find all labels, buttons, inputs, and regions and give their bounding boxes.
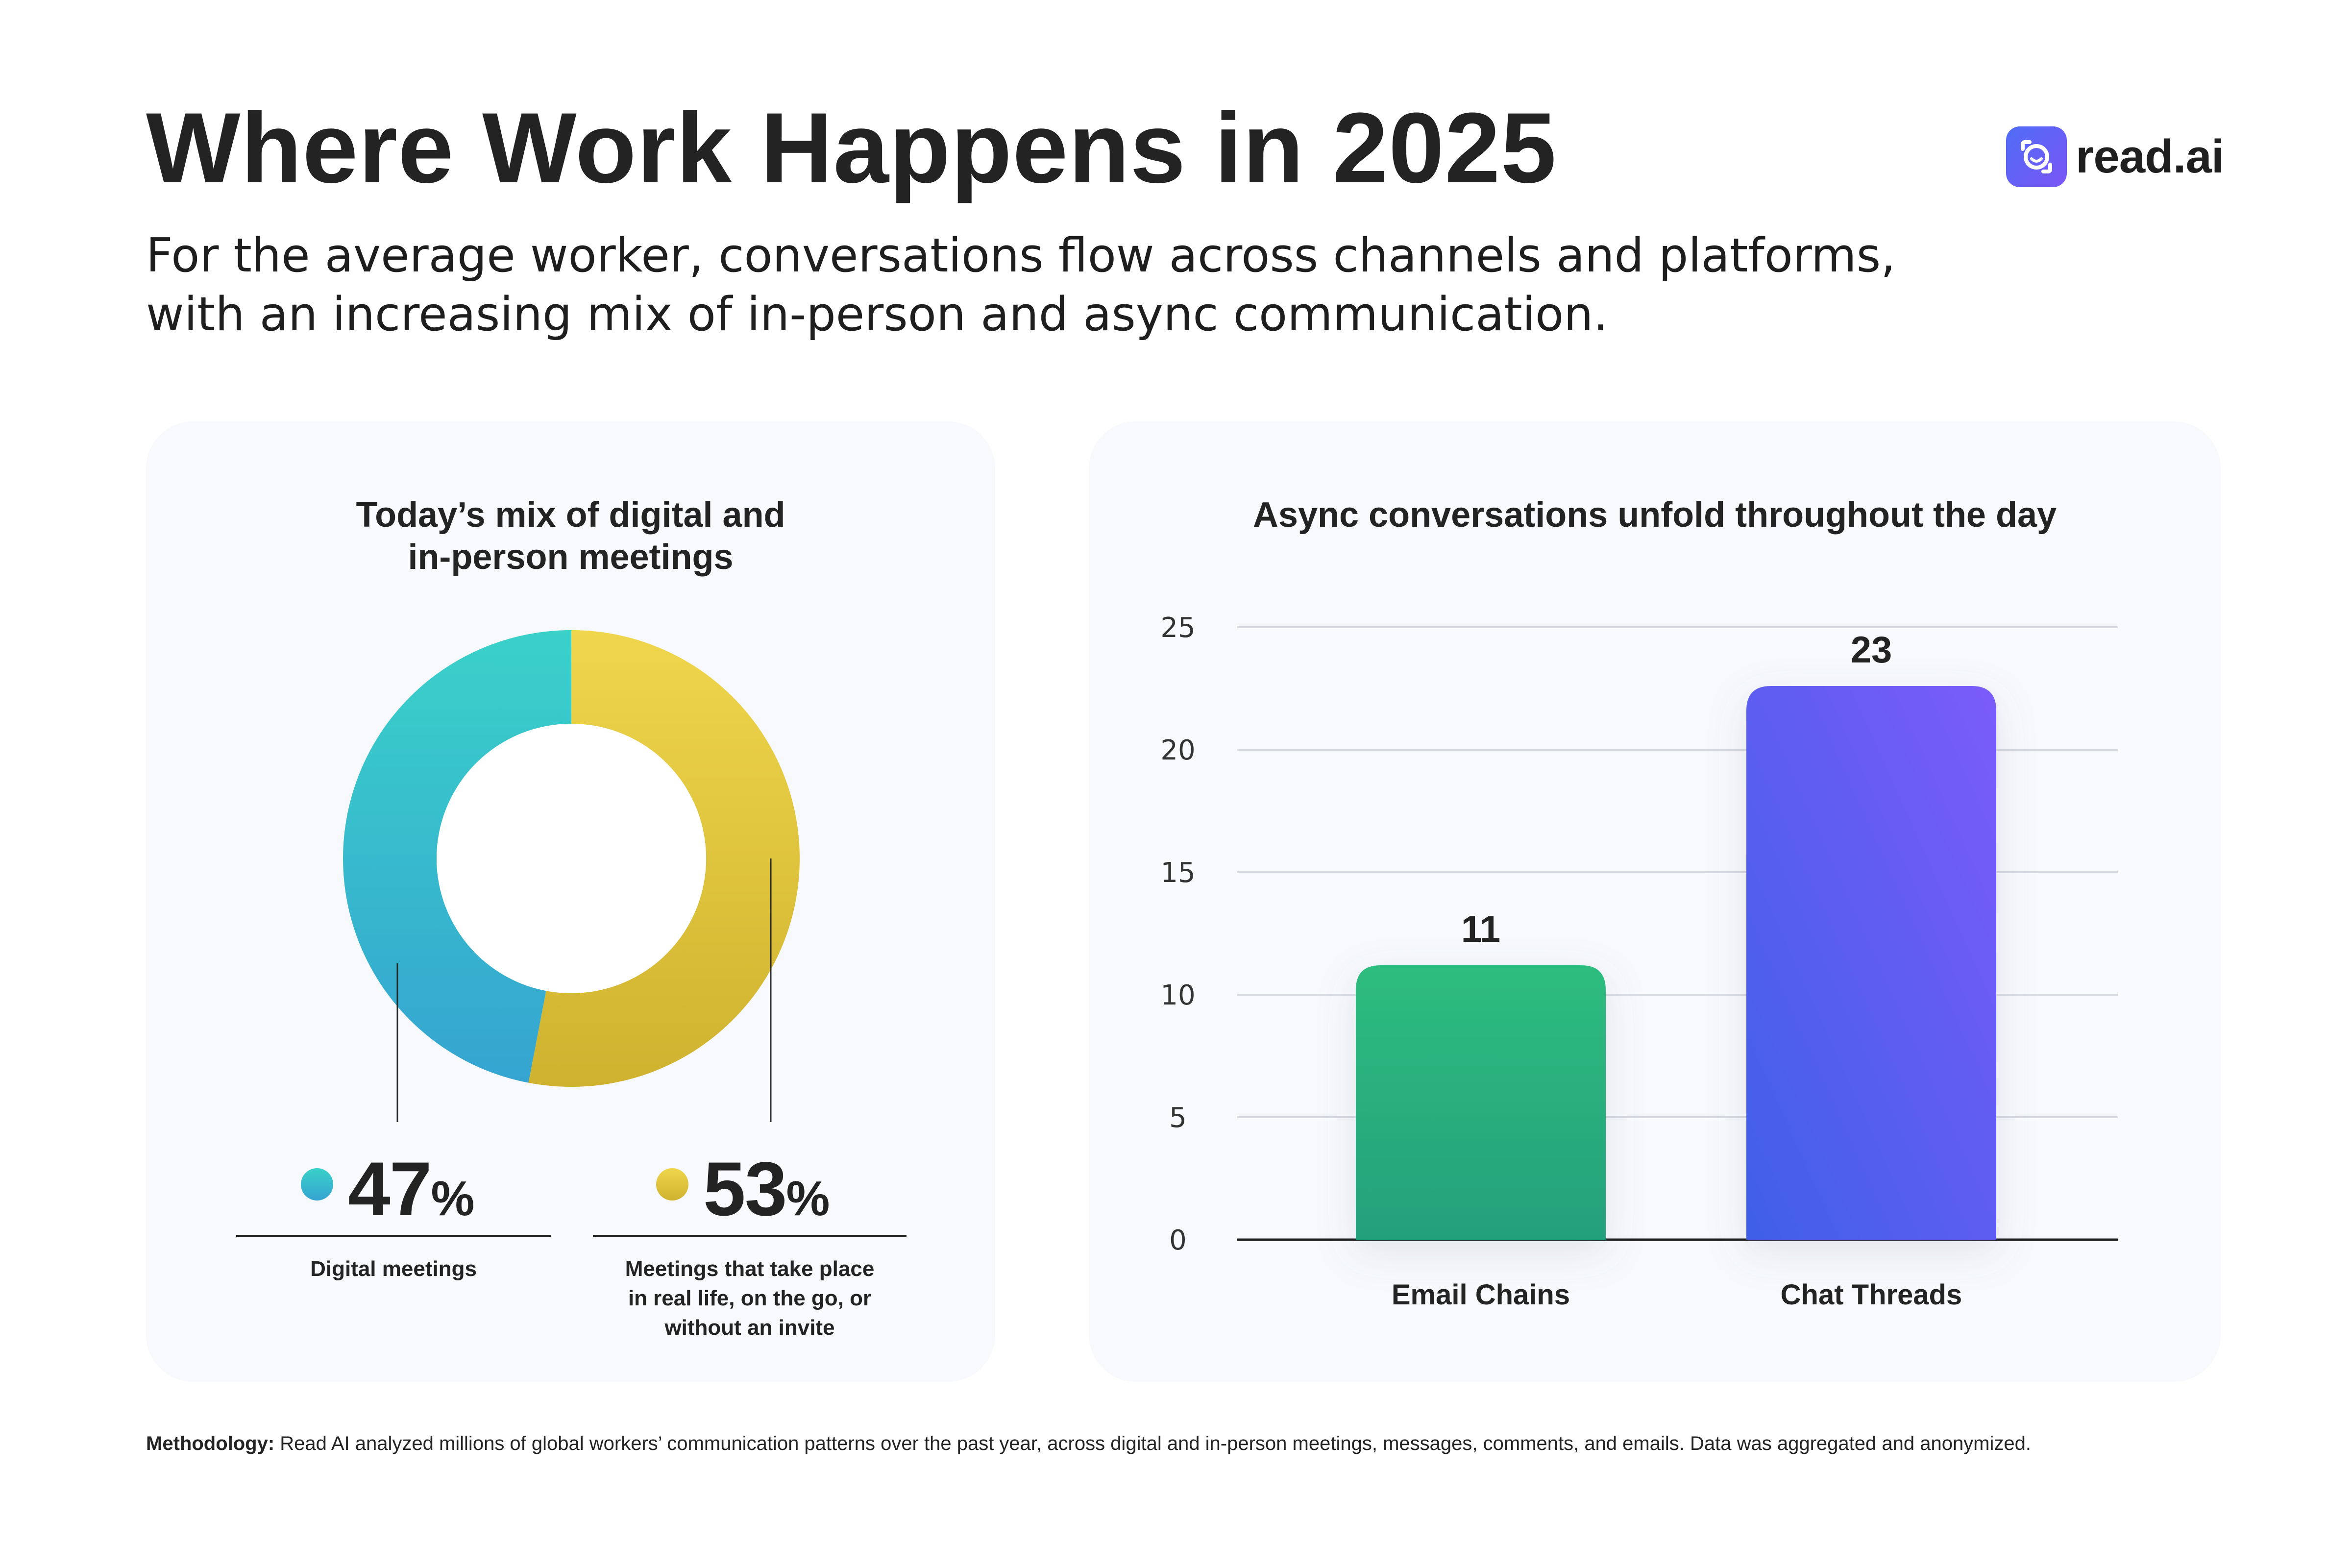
in-person-legend-dot bbox=[656, 1168, 688, 1200]
in-person-divider bbox=[593, 1235, 906, 1237]
donut-slice-digital bbox=[343, 630, 571, 1083]
digital-label: Digital meetings bbox=[236, 1254, 551, 1284]
in-person-percentage-value: 53 bbox=[703, 1147, 787, 1232]
y-tick-label: 0 bbox=[1169, 1225, 1187, 1256]
x-category-label: Email Chains bbox=[1392, 1279, 1570, 1311]
subtitle-line-1: For the average worker, conversations fl… bbox=[146, 229, 1896, 283]
y-tick-label: 5 bbox=[1169, 1102, 1187, 1134]
in-person-percentage-unit: % bbox=[786, 1171, 830, 1226]
methodology-text: Read AI analyzed millions of global work… bbox=[274, 1433, 2031, 1454]
bar-chat-threads bbox=[1746, 686, 1996, 1240]
donut-chart-title: Today’s mix of digital and in-person mee… bbox=[146, 494, 995, 578]
read-ai-logo-icon bbox=[2006, 126, 2067, 187]
bar-chart-title: Async conversations unfold throughout th… bbox=[1089, 494, 2221, 536]
y-tick-label: 25 bbox=[1160, 612, 1195, 644]
digital-percentage: 47% bbox=[348, 1146, 474, 1233]
donut-chart bbox=[343, 630, 800, 1122]
donut-slice-in-person bbox=[528, 630, 800, 1087]
y-tick-label: 15 bbox=[1160, 857, 1195, 889]
bar-value-label: 23 bbox=[1851, 629, 1892, 671]
async-conversations-card: Async conversations unfold throughout th… bbox=[1089, 421, 2221, 1382]
donut-chart-title-line-2: in-person meetings bbox=[408, 538, 734, 577]
digital-divider bbox=[236, 1235, 551, 1237]
page-title: Where Work Happens in 2025 bbox=[146, 92, 1557, 204]
y-tick-label: 20 bbox=[1160, 735, 1195, 766]
bar-value-label: 11 bbox=[1461, 908, 1500, 950]
digital-percentage-unit: % bbox=[431, 1171, 475, 1226]
page-subtitle: For the average worker, conversations fl… bbox=[146, 226, 2057, 344]
in-person-label-line-3: without an invite bbox=[664, 1316, 835, 1340]
digital-percentage-value: 47 bbox=[348, 1147, 432, 1232]
in-person-label-line-2: in real life, on the go, or bbox=[628, 1286, 872, 1310]
bar-email-chains bbox=[1356, 965, 1606, 1240]
donut-hole bbox=[437, 724, 706, 993]
read-ai-logo: read.ai bbox=[2006, 126, 2225, 187]
in-person-percentage: 53% bbox=[703, 1146, 830, 1233]
bar-chart: 0 5 10 15 20 25 11 Email Chains 23 Chat Threads bbox=[1160, 612, 2118, 1311]
methodology-label: Methodology: bbox=[146, 1433, 275, 1454]
read-ai-logo-text: read.ai bbox=[2076, 130, 2225, 183]
digital-legend-dot bbox=[301, 1168, 333, 1200]
bar-chart-title-text: Async conversations unfold throughout th… bbox=[1252, 495, 2057, 535]
subtitle-line-2: with an increasing mix of in-person and … bbox=[146, 288, 1608, 342]
donut-chart-title-line-1: Today’s mix of digital and bbox=[356, 495, 785, 535]
y-tick-label: 10 bbox=[1160, 980, 1195, 1011]
x-category-label: Chat Threads bbox=[1781, 1279, 1962, 1311]
digital-label-line: Digital meetings bbox=[310, 1257, 477, 1281]
in-person-label-line-1: Meetings that take place bbox=[625, 1257, 875, 1281]
in-person-label: Meetings that take place in real life, o… bbox=[593, 1254, 906, 1343]
meeting-mix-card: Today’s mix of digital and in-person mee… bbox=[146, 421, 995, 1382]
methodology-note: Methodology: Read AI analyzed millions o… bbox=[146, 1433, 2031, 1455]
